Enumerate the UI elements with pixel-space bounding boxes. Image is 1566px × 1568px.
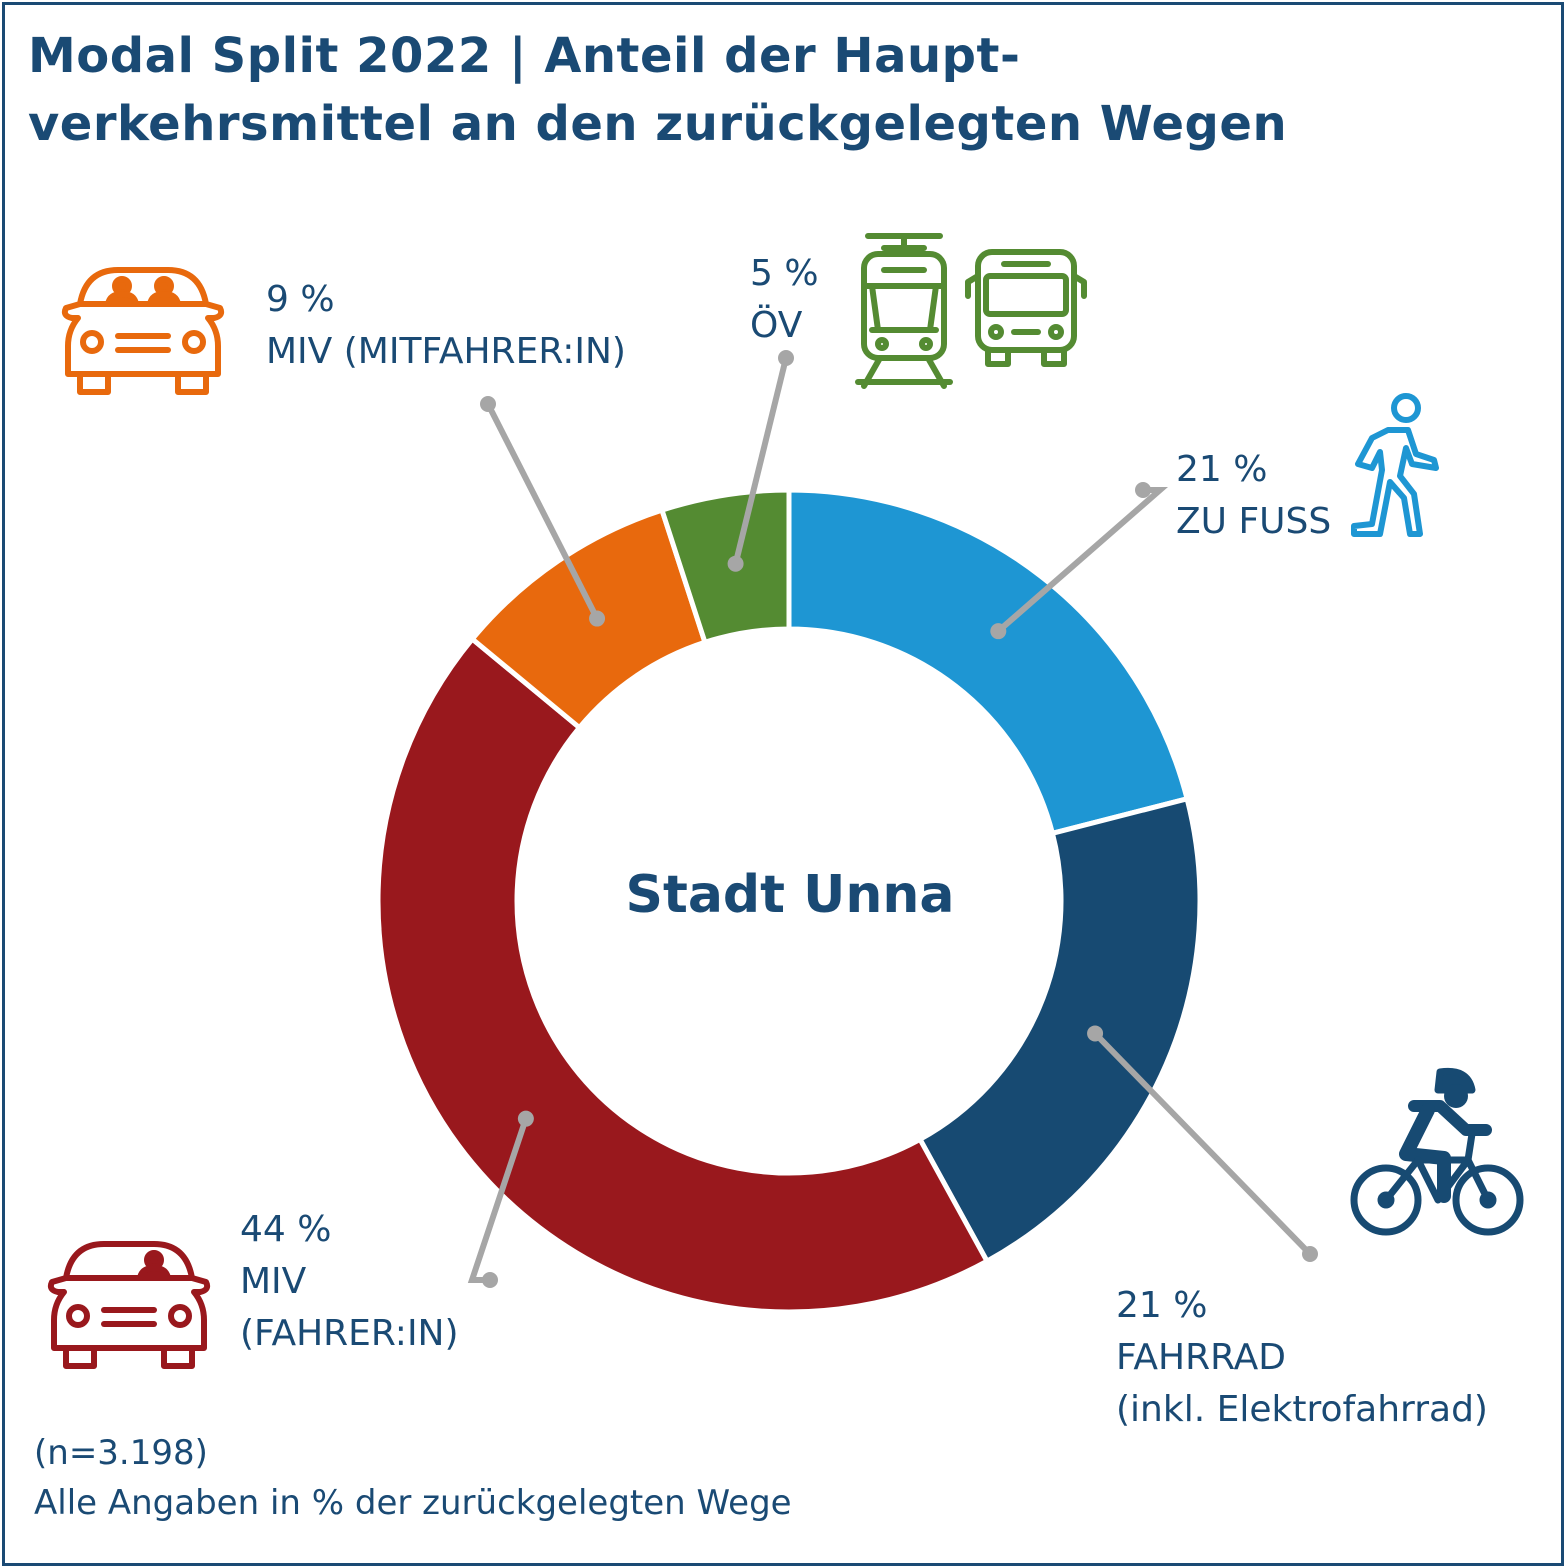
slice-value-miv-fahrer: 44 %	[240, 1209, 332, 1250]
slice-label-miv-mitfahrer: MIV (MITFAHRER:IN)	[266, 331, 626, 372]
slice-label-oev: ÖV	[750, 305, 803, 346]
leader-dot-fahrrad-inner	[1087, 1025, 1104, 1042]
leader-dot-miv-fahrer-inner	[517, 1110, 534, 1127]
leader-line-oev	[732, 357, 789, 565]
leader-dot-miv-mitfahrer-inner	[589, 610, 606, 627]
slice-zu-fuss	[786, 487, 1191, 837]
slice-label-zu-fuss: ZU FUSS	[1176, 501, 1332, 542]
slice-sublabel-miv-fahrer: (FAHRER:IN)	[240, 1313, 459, 1354]
slice-value-miv-mitfahrer: 9 %	[266, 279, 335, 320]
leader-dot-oev-outer	[778, 350, 794, 366]
tram-icon	[855, 233, 953, 389]
leader-dot-oev-inner	[727, 555, 744, 572]
label-miv-fahrer: 44 % MIV (FAHRER:IN)	[240, 1204, 459, 1360]
unit-note: Alle Angaben in % der zurückgelegten Weg…	[34, 1483, 792, 1523]
slice-value-zu-fuss: 21 %	[1176, 449, 1268, 490]
title-line-1: Modal Split 2022 | Anteil der Haupt-	[28, 28, 1021, 84]
slice-value-oev: 5 %	[750, 253, 819, 294]
car-passengers-icon	[61, 267, 225, 395]
leader-dot-fahrrad-outer	[1302, 1246, 1318, 1262]
label-fahrrad: 21 % FAHRRAD (inkl. Elektrofahrrad)	[1116, 1280, 1488, 1436]
center-label: Stadt Unna	[625, 865, 955, 925]
sample-size-note: (n=3.198)	[34, 1433, 208, 1473]
label-zu-fuss: 21 % ZU FUSS	[1176, 444, 1331, 548]
slice-value-fahrrad: 21 %	[1116, 1285, 1208, 1326]
slice-label-miv-fahrer: MIV	[240, 1261, 307, 1302]
chart-note: (n=3.198) Alle Angaben in % der zurückge…	[34, 1428, 792, 1528]
car-driver-icon	[47, 1241, 211, 1369]
leader-line-fahrrad	[1092, 1031, 1313, 1257]
leader-line-miv-mitfahrer	[485, 402, 600, 620]
leader-dot-miv-mitfahrer-outer	[480, 396, 496, 412]
pedestrian-icon	[1351, 393, 1439, 537]
bus-icon	[965, 249, 1087, 367]
leader-dot-zu-fuss-outer	[1135, 482, 1151, 498]
title-line-2: verkehrsmittel an den zurückgelegten Weg…	[28, 96, 1288, 152]
leader-dot-miv-fahrer-outer	[482, 1272, 498, 1288]
label-oev: 5 % ÖV	[750, 248, 819, 352]
slice-sublabel-fahrrad: (inkl. Elektrofahrrad)	[1116, 1389, 1488, 1430]
leader-dot-zu-fuss-inner	[990, 623, 1007, 640]
slice-label-fahrrad: FAHRRAD	[1116, 1337, 1287, 1378]
chart-title: Modal Split 2022 | Anteil der Haupt- ver…	[28, 22, 1428, 158]
slice-oev	[658, 487, 792, 646]
slice-miv-fahrer	[375, 635, 991, 1315]
label-miv-mitfahrer: 9 % MIV (MITFAHRER:IN)	[266, 274, 626, 378]
cyclist-icon	[1350, 1067, 1524, 1236]
slice-fahrrad	[916, 795, 1203, 1265]
